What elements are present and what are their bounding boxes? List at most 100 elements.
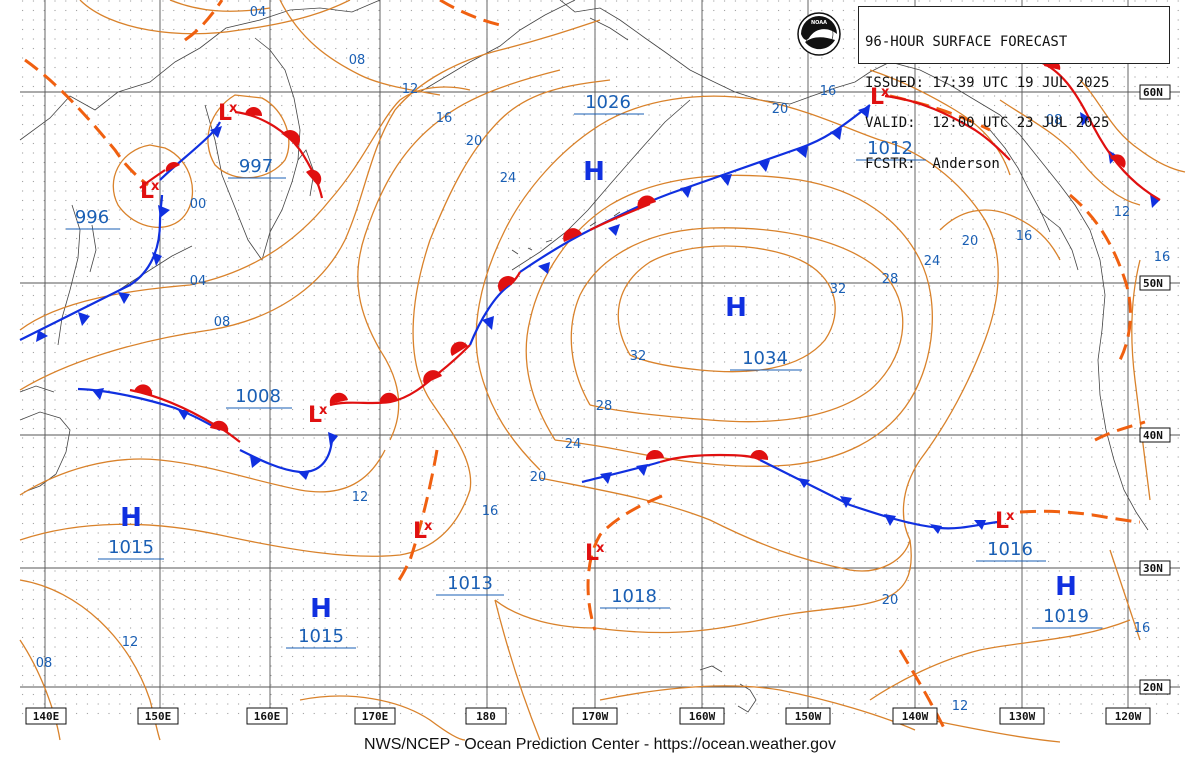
isobar-label: 08 (1046, 113, 1063, 128)
troughs (24, 0, 1146, 731)
pressure-1015-west: 1015 (108, 537, 154, 558)
isobar-label: 32 (830, 282, 847, 297)
coastlines (19, 0, 1149, 713)
pressure-997: 997 (239, 156, 273, 177)
low-center-1018: Lx (585, 541, 605, 566)
isobar-label: 28 (596, 399, 613, 414)
high-center-1026: H (583, 157, 605, 187)
pressure-1008: 1008 (235, 386, 281, 407)
isobar-label: 16 (482, 504, 499, 519)
isobar-label: 12 (402, 82, 419, 97)
svg-text:L: L (218, 101, 232, 126)
valid-time: VALID: 12:00 UTC 23 JUL 2025 (865, 115, 1110, 131)
lon-label: 170E (362, 710, 389, 723)
isobar-label: 00 (190, 197, 207, 212)
svg-text:x: x (424, 519, 433, 534)
isobar-label: 32 (630, 349, 647, 364)
high-center-1019: H (1055, 572, 1077, 602)
forecaster: FCSTR: Anderson (865, 155, 1000, 172)
issued-time: ISSUED: 17:39 UTC 19 JUL 2025 (865, 74, 1110, 91)
svg-text:L: L (140, 179, 154, 204)
forecast-title: 96-HOUR SURFACE FORECAST (865, 34, 1068, 50)
isobar-label: 12 (352, 490, 369, 505)
lon-label: 150E (145, 710, 172, 723)
isobar-label: 16 (820, 84, 837, 99)
svg-text:L: L (413, 519, 427, 544)
lat-lon-grid (20, 0, 1180, 715)
pressure-labels: 997 996 1008 1012 1016 1018 1026 1034 10… (66, 92, 1102, 649)
pressure-1013: 1013 (447, 573, 493, 594)
isobar-label: 12 (1114, 205, 1131, 220)
high-markers: H H H H H (120, 157, 1077, 624)
svg-text:L: L (585, 541, 599, 566)
lon-label: 150W (795, 710, 822, 723)
low-markers: Lx Lx Lx Lx Lx Lx Lx (140, 85, 1015, 566)
isobar-label: 12 (122, 635, 139, 650)
lat-label: 50N (1143, 277, 1163, 290)
isobar-label: 24 (924, 254, 941, 269)
pressure-1018: 1018 (611, 586, 657, 607)
lon-label: 160W (689, 710, 716, 723)
svg-text:L: L (308, 403, 322, 428)
isobar-label: 04 (250, 5, 267, 20)
lon-label: 140W (902, 710, 929, 723)
isobar-label: 24 (500, 171, 517, 186)
isobar-label: 24 (565, 437, 582, 452)
isobar-label: 16 (1016, 229, 1033, 244)
isobar-label: 08 (36, 656, 53, 671)
source-credit: NWS/NCEP - Ocean Prediction Center - htt… (364, 736, 836, 753)
low-center-1008: Lx (308, 403, 328, 428)
pressure-1026: 1026 (585, 92, 631, 113)
pressure-1034: 1034 (742, 348, 788, 369)
isobar-label: 16 (436, 111, 453, 126)
high-center-1034: H (725, 293, 747, 323)
lat-label: 20N (1143, 681, 1163, 694)
isobar-label: 08 (349, 53, 366, 68)
isobar-label: 12 (952, 699, 969, 714)
svg-text:L: L (870, 85, 884, 110)
high-center-1015-west: H (120, 503, 142, 533)
low-center-1012: Lx (870, 85, 890, 110)
svg-text:x: x (1006, 509, 1015, 524)
lon-label: 170W (582, 710, 609, 723)
lon-label: 140E (33, 710, 60, 723)
isobar-labels: 04 08 12 16 20 24 28 32 00 04 08 12 16 2… (36, 5, 1171, 714)
pressure-1016: 1016 (987, 539, 1033, 560)
isobar-label: 20 (530, 470, 547, 485)
pressure-1019: 1019 (1043, 606, 1089, 627)
lat-label: 30N (1143, 562, 1163, 575)
lat-label: 40N (1143, 429, 1163, 442)
lon-label: 130W (1009, 710, 1036, 723)
svg-text:L: L (995, 509, 1009, 534)
svg-text:x: x (596, 541, 605, 556)
pressure-996: 996 (75, 207, 109, 228)
svg-text:x: x (881, 85, 890, 100)
isobar-label: 16 (1134, 621, 1151, 636)
pressure-1015-south: 1015 (298, 626, 344, 647)
isobar-label: 16 (1154, 250, 1171, 265)
isobar-label: 28 (882, 272, 899, 287)
lon-label: 120W (1115, 710, 1142, 723)
pressure-1012: 1012 (867, 138, 913, 159)
lon-label: 180 (476, 710, 496, 723)
high-center-1015-south: H (310, 594, 332, 624)
isobar-label: 08 (214, 315, 231, 330)
isobar-label: 20 (882, 593, 899, 608)
latitude-labels: 60N 50N 40N 30N 20N (1139, 84, 1171, 695)
isobar-label: 04 (190, 274, 207, 289)
forecast-info-box: 96-HOUR SURFACE FORECAST ISSUED: 17:39 U… (858, 6, 1170, 170)
low-center-997: Lx (218, 101, 238, 126)
svg-text:x: x (229, 101, 238, 116)
isobar-label: 20 (962, 234, 979, 249)
low-center-1016: Lx (995, 509, 1015, 534)
noaa-logo: NOAA (797, 12, 841, 56)
svg-text:x: x (319, 403, 328, 418)
lon-label: 160E (254, 710, 281, 723)
low-center-996: Lx (140, 179, 160, 204)
svg-text:x: x (151, 179, 160, 194)
lat-label: 60N (1143, 86, 1163, 99)
svg-text:NOAA: NOAA (811, 20, 827, 26)
isobar-label: 20 (466, 134, 483, 149)
isobar-label: 20 (772, 102, 789, 117)
